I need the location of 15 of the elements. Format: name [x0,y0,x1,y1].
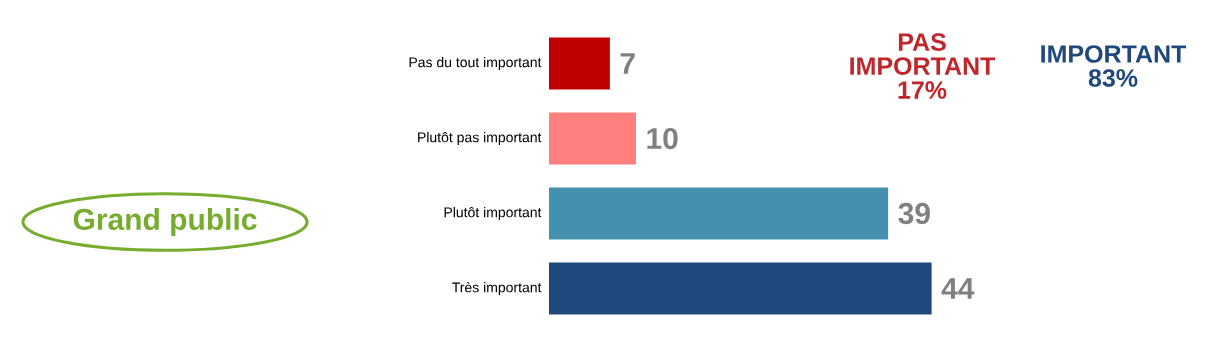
y-tick-label: Pas du tout important [409,56,542,71]
data-label: 44 [941,278,975,299]
data-label: 39 [898,202,930,225]
data-label: 7 [620,53,635,74]
data-label: 10 [647,127,678,150]
text: IMPORTANT 83% [1041,45,1187,87]
bar [549,262,932,315]
y-tick-label: Plutôt pas important [418,131,542,146]
bar [549,187,889,240]
text: Grand public [73,208,257,236]
y-tick-label: Très important [452,281,542,296]
bar [549,112,636,165]
y-tick-label: Plutôt important [444,206,542,221]
bar [549,37,610,90]
annotation: PAS IMPORTANT 17% [850,33,996,99]
